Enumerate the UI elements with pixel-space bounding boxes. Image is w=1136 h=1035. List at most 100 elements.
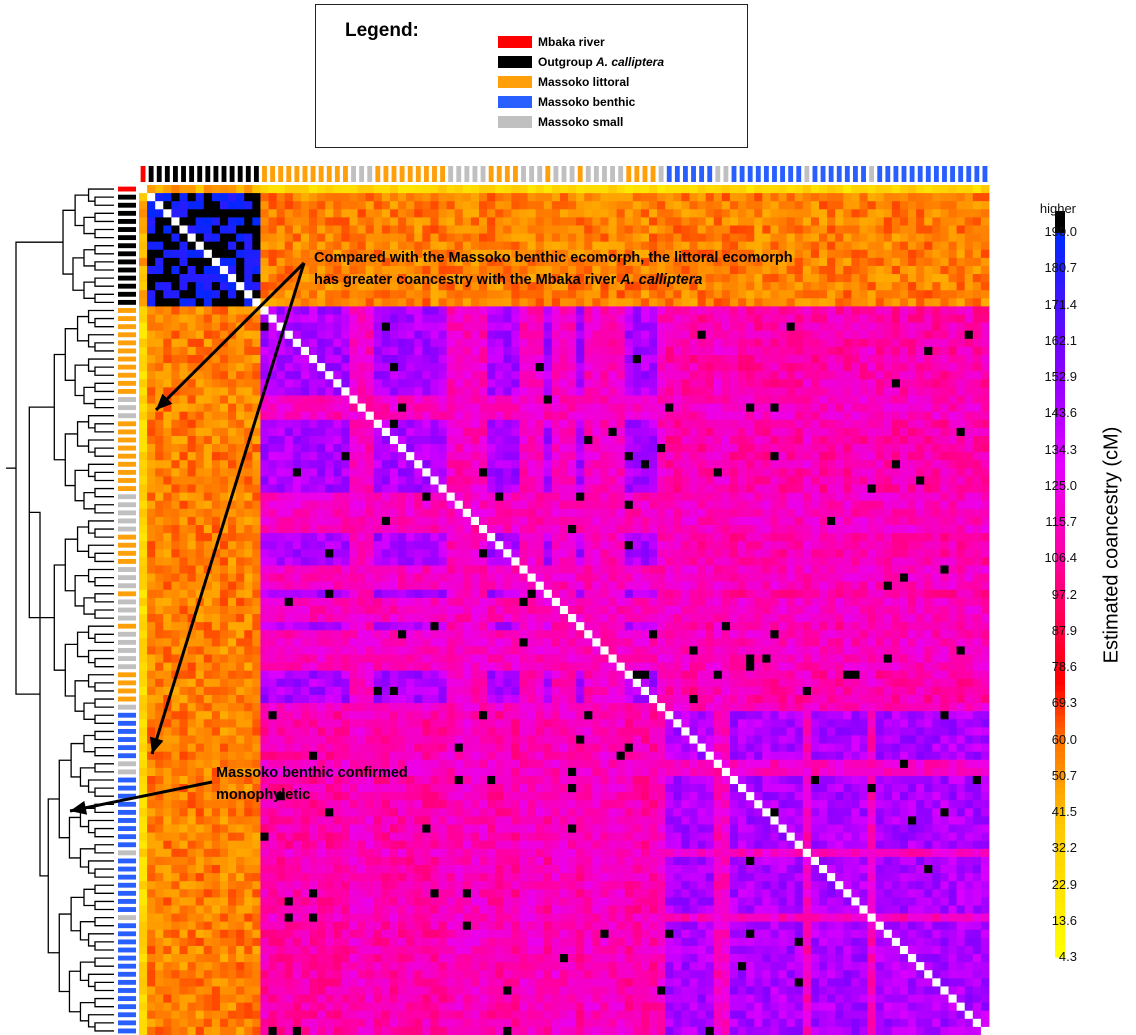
heatmap-cell [940, 265, 949, 275]
heatmap-cell [948, 435, 958, 445]
heatmap-cell [511, 274, 520, 283]
heatmap-cell [705, 265, 715, 275]
heatmap-cell [819, 249, 828, 259]
heatmap-cell [794, 322, 804, 332]
heatmap-cell [948, 516, 958, 526]
heatmap-cell [875, 468, 885, 477]
heatmap-cell [527, 201, 537, 210]
heatmap-cell [187, 379, 197, 388]
row-group-marker [118, 631, 136, 637]
heatmap-cell [835, 355, 844, 364]
heatmap-cell [244, 484, 253, 494]
row-group-marker [118, 672, 136, 678]
heatmap-cell [317, 282, 326, 291]
heatmap-cell [284, 298, 294, 307]
dendrogram-branch [94, 827, 114, 838]
heatmap-cell [211, 508, 221, 518]
heatmap-cell [964, 241, 974, 251]
heatmap-cell [624, 274, 634, 283]
heatmap-cell [802, 452, 812, 461]
heatmap-cell [851, 185, 860, 194]
heatmap-cell [883, 387, 893, 396]
heatmap-cell [713, 322, 723, 332]
heatmap-cell [956, 508, 966, 518]
heatmap-cell [657, 314, 666, 324]
heatmap-cell [940, 257, 949, 267]
heatmap-cell [333, 427, 342, 437]
heatmap-cell [794, 476, 804, 485]
heatmap-cell [851, 346, 860, 356]
heatmap-cell [454, 185, 464, 194]
heatmap-cell [300, 257, 310, 267]
dendrogram-branch [53, 564, 66, 671]
dendrogram-branch [74, 194, 89, 227]
heatmap-cell [228, 355, 237, 364]
heatmap-cell [495, 314, 504, 324]
heatmap-cell [689, 363, 698, 372]
heatmap-cell [373, 484, 383, 494]
heatmap-cell [964, 201, 974, 210]
heatmap-cell [357, 282, 367, 291]
heatmap-cell [284, 282, 294, 291]
heatmap-cell [341, 330, 350, 340]
heatmap-cell [373, 338, 383, 348]
heatmap-cell [171, 484, 180, 494]
heatmap-cell [600, 274, 609, 283]
heatmap-cell [592, 241, 601, 251]
heatmap-cell [551, 371, 561, 380]
heatmap-cell [568, 363, 577, 372]
heatmap-cell [859, 298, 868, 307]
heatmap-cell [535, 314, 545, 324]
heatmap-cell [738, 371, 747, 380]
heatmap-cell [341, 516, 350, 526]
heatmap-cell [381, 500, 391, 510]
heatmap-cell [527, 484, 537, 494]
heatmap-cell [770, 419, 779, 429]
row-group-marker [118, 340, 136, 346]
heatmap-cell [616, 355, 626, 364]
heatmap-cell [211, 249, 221, 259]
heatmap-cell [495, 435, 504, 445]
heatmap-cell [810, 403, 820, 413]
heatmap-cell [260, 282, 269, 291]
heatmap-cell [665, 387, 674, 396]
heatmap-cell [454, 233, 464, 243]
heatmap-cell [956, 257, 966, 267]
heatmap-cell [794, 209, 804, 218]
dendrogram-branch [94, 447, 114, 457]
heatmap-cell [422, 419, 431, 429]
heatmap-cell [972, 516, 982, 526]
heatmap-cell [778, 484, 788, 494]
heatmap-cell [373, 346, 383, 356]
dendrogram-branch [83, 216, 95, 235]
heatmap-cell [309, 201, 318, 210]
heatmap-cell [608, 427, 618, 437]
heatmap-cell [762, 379, 771, 388]
heatmap-cell [584, 355, 593, 364]
heatmap-cell [916, 330, 925, 340]
heatmap-cell [195, 201, 205, 210]
heatmap-cell [762, 411, 771, 421]
heatmap-cell [495, 265, 504, 275]
heatmap-cell [657, 403, 666, 413]
heatmap-cell [908, 484, 917, 494]
column-group-marker [148, 166, 154, 182]
heatmap-cell [389, 484, 399, 494]
heatmap-cell [794, 298, 804, 307]
heatmap-cell [738, 516, 747, 526]
heatmap-cell [503, 525, 512, 534]
heatmap-cell [729, 217, 739, 226]
heatmap-cell [875, 363, 885, 372]
heatmap-cell [503, 330, 512, 340]
heatmap-cell [317, 330, 326, 340]
heatmap-cell [503, 306, 512, 315]
heatmap-cell [244, 201, 253, 210]
heatmap-cell [972, 225, 982, 234]
heatmap-cell [527, 257, 537, 267]
heatmap-cell [705, 241, 715, 251]
heatmap-cell [203, 403, 213, 413]
heatmap-cell [317, 249, 326, 259]
heatmap-cell [559, 241, 569, 251]
heatmap-cell [916, 411, 925, 421]
heatmap-cell [689, 209, 698, 218]
